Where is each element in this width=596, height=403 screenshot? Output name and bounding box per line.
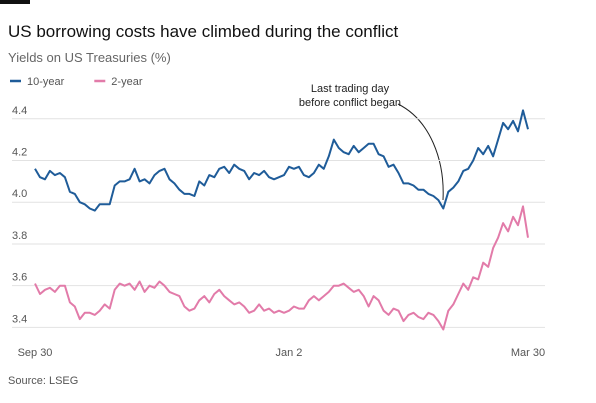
brand-bar — [0, 0, 30, 4]
annotation-arrow — [397, 103, 444, 201]
line — [34, 205, 529, 331]
y-tick-label: 3.6 — [12, 272, 27, 284]
annotation: before conflict began — [299, 97, 401, 109]
y-tick-label: 4.2 — [12, 147, 27, 159]
legend: 10-year 2-year — [10, 76, 143, 88]
x-tick-label: Jan 2 — [276, 347, 303, 359]
annotation: Last trading day — [311, 83, 390, 95]
y-tick-label: 3.8 — [12, 230, 27, 242]
chart-title: US borrowing costs have climbed during t… — [8, 22, 399, 41]
y-tick-label: 3.4 — [12, 313, 27, 325]
x-tick-label: Sep 30 — [18, 347, 53, 359]
y-tick-label: 4.4 — [12, 105, 27, 117]
source: Source: LSEG — [8, 375, 78, 387]
legend-label: 10-year — [27, 76, 65, 88]
x-tick-label: Mar 30 — [511, 347, 545, 359]
legend-label: 2-year — [111, 76, 143, 88]
line — [34, 109, 529, 212]
chart-subtitle: Yields on US Treasuries (%) — [8, 50, 171, 65]
y-tick-label: 4.0 — [12, 188, 27, 200]
